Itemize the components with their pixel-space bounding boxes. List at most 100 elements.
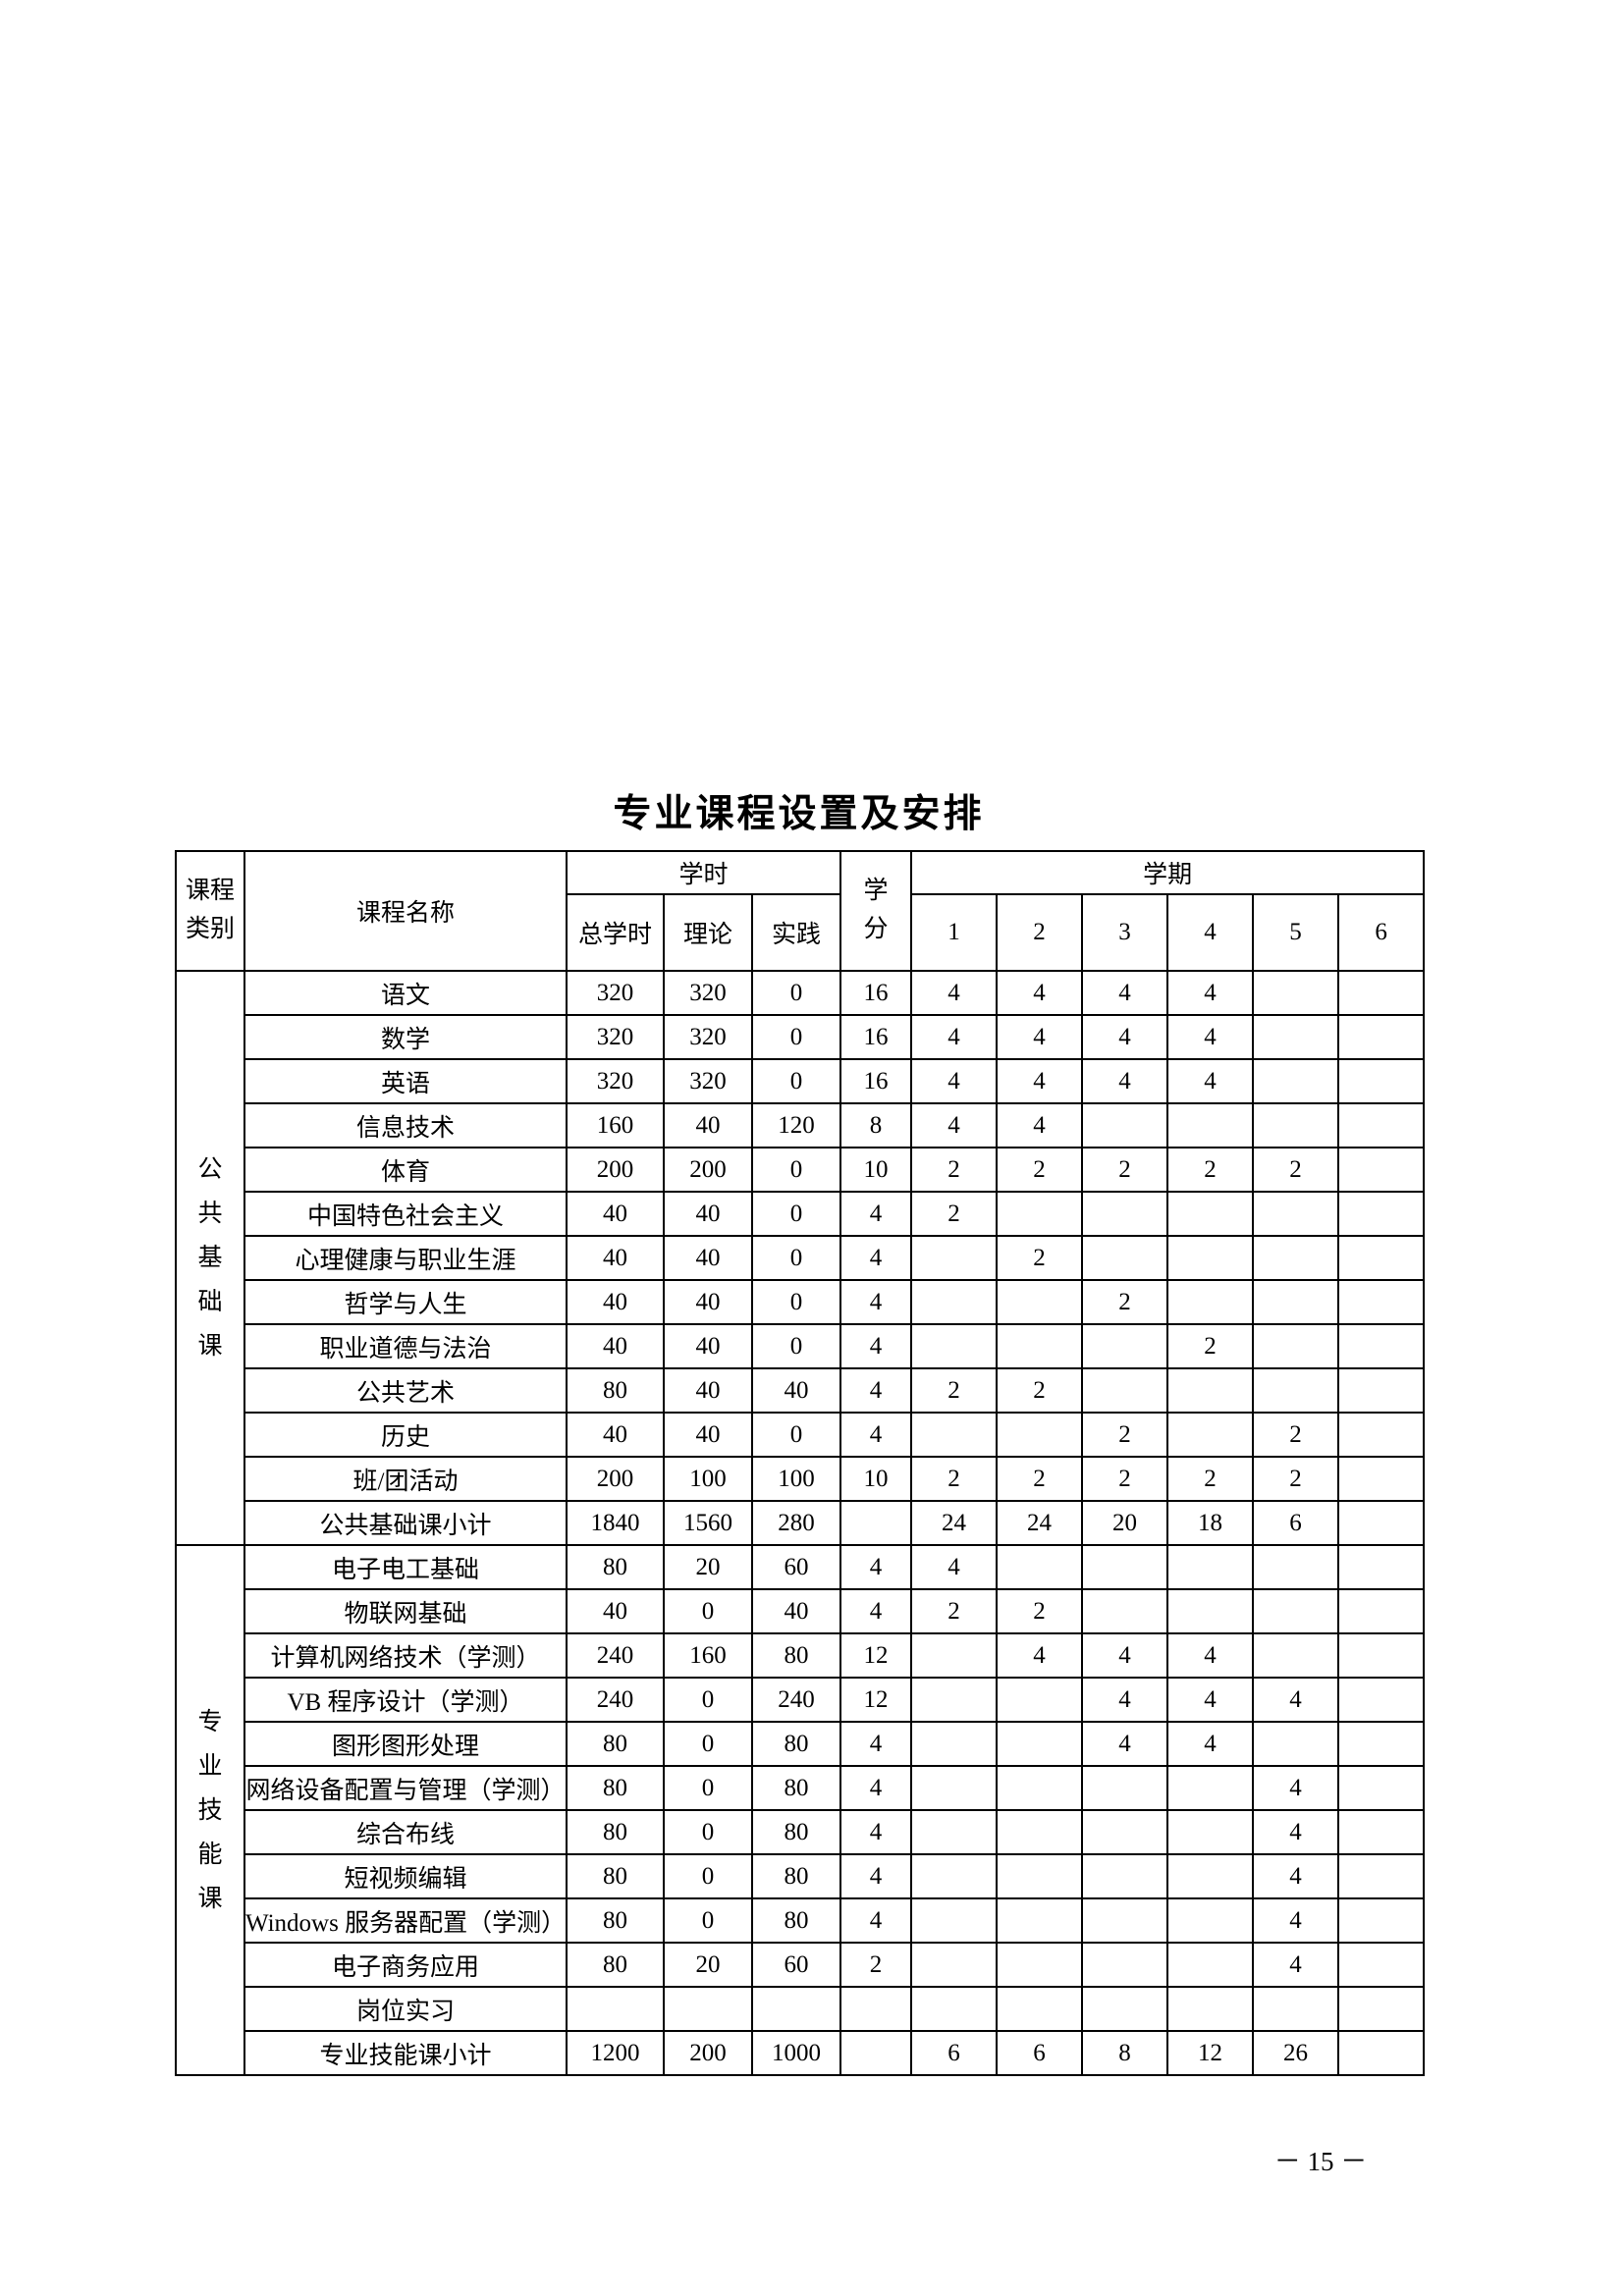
semester-2-cell: 4 — [996, 1058, 1084, 1104]
semester-1-cell — [910, 1632, 999, 1679]
total-hours-cell: 40 — [566, 1191, 665, 1237]
credits-cell: 4 — [839, 1412, 913, 1458]
total-hours-cell: 80 — [566, 1721, 665, 1767]
table-row: 专 业 技 能 课电子电工基础 80 20 60 4 4 — [175, 1544, 1426, 2076]
theory-hours-cell: 20 — [663, 1544, 753, 1590]
total-hours-cell: 40 — [566, 1412, 665, 1458]
semester-5-cell: 4 — [1252, 1677, 1340, 1723]
semester-3-cell: 8 — [1081, 2030, 1169, 2076]
semester-4-cell: 2 — [1166, 1323, 1255, 1369]
semester-2-cell: 4 — [996, 1014, 1084, 1060]
header-course-name: 课程名称 — [244, 850, 568, 972]
credits-cell — [839, 2030, 913, 2076]
theory-hours-cell: 200 — [663, 2030, 753, 2076]
course-name-cell: 心理健康与职业生涯 — [244, 1235, 568, 1281]
semester-4-cell: 2 — [1166, 1456, 1255, 1502]
semester-2-cell — [996, 1279, 1084, 1325]
header-practice: 实践 — [750, 893, 842, 972]
semester-5-cell: 2 — [1252, 1456, 1340, 1502]
semester-6-cell — [1337, 1588, 1426, 1634]
practice-hours-cell: 1000 — [750, 2030, 842, 2076]
semester-5-cell — [1252, 1323, 1340, 1369]
semester-2-cell — [996, 1809, 1084, 1855]
credits-cell — [839, 1500, 913, 1546]
course-name-cell: 电子商务应用 — [244, 1942, 568, 1988]
semester-6-cell — [1337, 1235, 1426, 1281]
course-table: 课程 类别 课程名称 学时 学 分 学期 总学时 理论 实践 1 2 3 4 5… — [175, 850, 1426, 2076]
header-semester-1: 1 — [910, 893, 999, 972]
credits-cell: 4 — [839, 1235, 913, 1281]
semester-4-cell: 18 — [1166, 1500, 1255, 1546]
semester-5-cell: 26 — [1252, 2030, 1340, 2076]
semester-2-cell: 4 — [996, 1632, 1084, 1679]
theory-hours-cell: 0 — [663, 1765, 753, 1811]
course-name-cell: 综合布线 — [244, 1809, 568, 1855]
course-name-cell: 短视频编辑 — [244, 1853, 568, 1899]
semester-1-cell: 4 — [910, 1014, 999, 1060]
credits-cell: 16 — [839, 1058, 913, 1104]
semester-4-cell — [1166, 1853, 1255, 1899]
semester-2-cell: 2 — [996, 1235, 1084, 1281]
semester-4-cell — [1166, 1809, 1255, 1855]
theory-hours-cell: 20 — [663, 1942, 753, 1988]
semester-2-cell: 2 — [996, 1588, 1084, 1634]
semester-2-cell: 6 — [996, 2030, 1084, 2076]
practice-hours-cell: 80 — [750, 1721, 842, 1767]
theory-hours-cell: 0 — [663, 1588, 753, 1634]
practice-hours-cell: 0 — [750, 970, 842, 1016]
table-row: 中国特色社会主义 40 40 0 4 2 — [176, 1191, 1426, 1237]
table-row: 心理健康与职业生涯 40 40 0 4 2 — [176, 1235, 1426, 1281]
credits-cell: 4 — [839, 1279, 913, 1325]
semester-5-cell — [1252, 1279, 1340, 1325]
header-semester-6: 6 — [1337, 893, 1426, 972]
table-row: 班/团活动 200 100 100 10 2 2 2 2 2 — [176, 1456, 1426, 1502]
semester-5-cell — [1252, 1721, 1340, 1767]
semester-6-cell — [1337, 1147, 1426, 1193]
credits-cell: 4 — [839, 1721, 913, 1767]
semester-6-cell — [1337, 1058, 1426, 1104]
header-hours-group: 学时 — [565, 850, 842, 895]
semester-5-cell: 4 — [1252, 1765, 1340, 1811]
semester-4-cell — [1166, 1279, 1255, 1325]
semester-2-cell — [996, 1765, 1084, 1811]
semester-6-cell — [1337, 970, 1426, 1016]
course-table-body: 公 共 基 础 课语文 320 320 0 16 4 4 4 4 数学 320 320 0 16 4 4 4 4 英… — [175, 970, 1426, 2076]
semester-3-cell: 4 — [1081, 1721, 1169, 1767]
theory-hours-cell — [663, 1986, 753, 2032]
course-name-cell: 专业技能课小计 — [244, 2030, 568, 2076]
header-band-row: 课程 类别 课程名称 学时 学 分 学期 — [175, 850, 1426, 972]
semester-1-cell: 6 — [910, 2030, 999, 2076]
credits-cell: 10 — [839, 1147, 913, 1193]
total-hours-cell: 200 — [566, 1147, 665, 1193]
semester-1-cell: 2 — [910, 1588, 999, 1634]
semester-6-cell — [1337, 1323, 1426, 1369]
semester-6-cell — [1337, 1677, 1426, 1723]
semester-3-cell: 4 — [1081, 1058, 1169, 1104]
semester-3-cell — [1081, 1765, 1169, 1811]
practice-hours-cell: 0 — [750, 1191, 842, 1237]
semester-5-cell — [1252, 1058, 1340, 1104]
semester-2-cell — [996, 1942, 1084, 1988]
semester-5-cell: 2 — [1252, 1147, 1340, 1193]
practice-hours-cell: 0 — [750, 1058, 842, 1104]
credits-cell: 16 — [839, 1014, 913, 1060]
practice-hours-cell: 100 — [750, 1456, 842, 1502]
table-row: 公 共 基 础 课语文 320 320 0 16 4 4 4 4 — [175, 970, 1426, 1546]
semester-1-cell — [910, 1412, 999, 1458]
total-hours-cell: 320 — [566, 1058, 665, 1104]
table-row: 哲学与人生 40 40 0 4 2 — [176, 1279, 1426, 1325]
course-name-cell: 信息技术 — [244, 1102, 568, 1148]
table-row: 职业道德与法治 40 40 0 4 2 — [176, 1323, 1426, 1369]
practice-hours-cell: 0 — [750, 1014, 842, 1060]
practice-hours-cell: 240 — [750, 1677, 842, 1723]
course-name-cell: 中国特色社会主义 — [244, 1191, 568, 1237]
semester-1-cell — [910, 1279, 999, 1325]
credits-cell: 10 — [839, 1456, 913, 1502]
theory-hours-cell: 100 — [663, 1456, 753, 1502]
semester-4-cell — [1166, 1367, 1255, 1414]
credits-cell: 12 — [839, 1632, 913, 1679]
semester-4-cell — [1166, 1235, 1255, 1281]
header-credits: 学 分 — [839, 850, 913, 972]
course-name-cell: 岗位实习 — [244, 1986, 568, 2032]
table-row: 物联网基础 40 0 40 4 2 2 — [176, 1588, 1426, 1634]
